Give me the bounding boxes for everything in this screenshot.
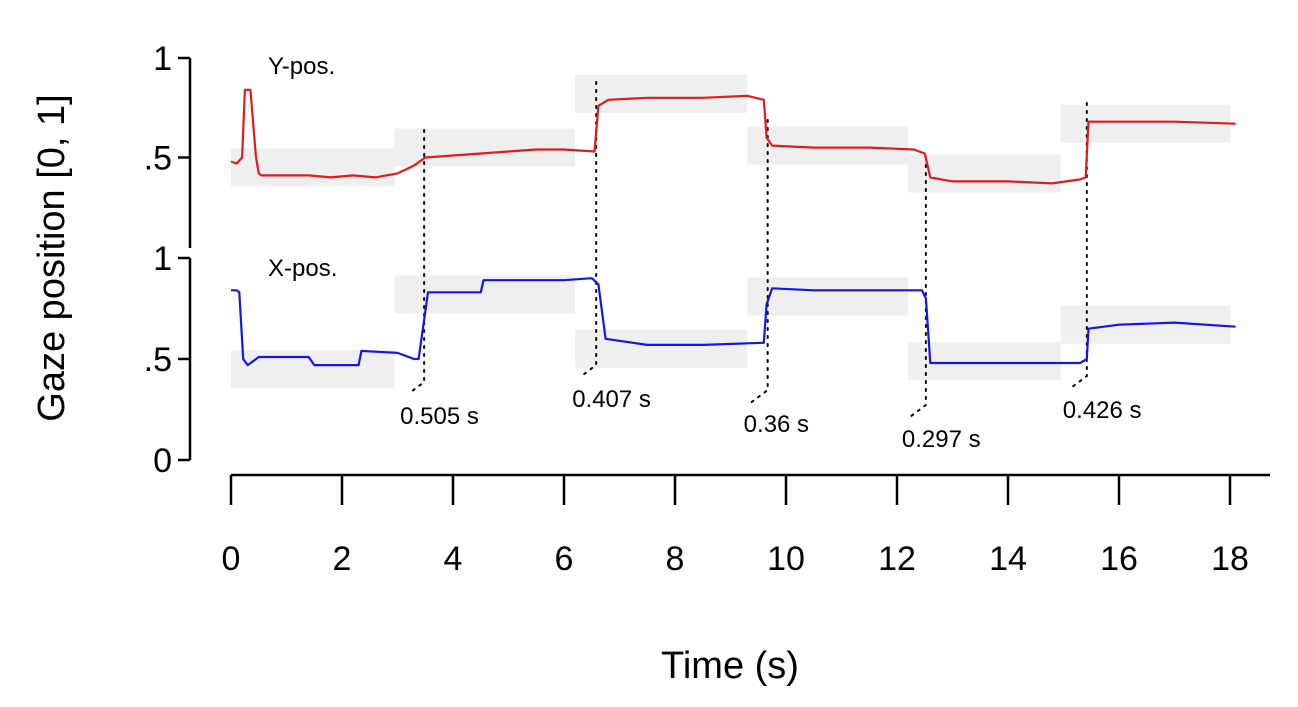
- x-axis-title: Time (s): [661, 645, 799, 687]
- latency-label: 0.407 s: [572, 386, 651, 413]
- x-axis-tick-label: 18: [1211, 540, 1249, 578]
- x-target-box: [231, 350, 395, 389]
- x-axis-tick-label: 8: [666, 540, 685, 578]
- latency-dotted-line: [908, 156, 927, 418]
- x-axis-tick-label: 0: [153, 442, 172, 480]
- latency-dotted-line: [407, 129, 426, 395]
- latency-dotted-line: [579, 81, 598, 378]
- y-axis-tick-label: .5: [144, 140, 172, 178]
- y-position-trace: [230, 88, 1236, 185]
- y-axis-title: Gaze position [0, 1]: [31, 94, 73, 421]
- labels: .510.510 2 4 6 8 10 12 14 16 180.505 s0.407 s0.36…: [144, 40, 1249, 578]
- latency-label: 0.505 s: [400, 403, 479, 430]
- y-axis-tick-label: 1: [153, 40, 172, 78]
- gaze-traces: [230, 88, 1236, 367]
- x-axis-tick-label: 4: [444, 540, 463, 578]
- x-target-box: [747, 277, 909, 316]
- x-axis-tick-label: 2: [333, 540, 352, 578]
- latency-label: 0.297 s: [902, 426, 981, 453]
- x-axis-tick-label: .5: [144, 341, 172, 379]
- latency-label: 0.36 s: [744, 411, 809, 438]
- x-axis-tick-label: 1: [153, 240, 172, 278]
- x-axis-tick-label: 6: [555, 540, 574, 578]
- x-position-trace: [231, 277, 1236, 367]
- y-target-box: [575, 74, 748, 113]
- latency-dotted-line: [1069, 102, 1088, 389]
- x-axis-tick-label: 12: [878, 540, 916, 578]
- latency-annotation-lines: [407, 81, 1088, 418]
- y-series-label: Y-pos.: [268, 53, 335, 80]
- x-series-label: X-pos.: [268, 255, 337, 282]
- x-axis-tick-label: 0: [222, 540, 241, 578]
- latency-label: 0.426 s: [1063, 397, 1142, 424]
- x-axis-tick-label: 16: [1100, 540, 1138, 578]
- x-axis-tick-label: 10: [767, 540, 805, 578]
- latency-dotted-line: [750, 119, 769, 403]
- target-boxes: [231, 74, 1230, 389]
- x-target-box: [575, 329, 748, 368]
- x-axis-tick-label: 14: [989, 540, 1027, 578]
- y-target-box: [908, 154, 1061, 193]
- axes: [178, 56, 1270, 505]
- x-target-box: [908, 342, 1061, 381]
